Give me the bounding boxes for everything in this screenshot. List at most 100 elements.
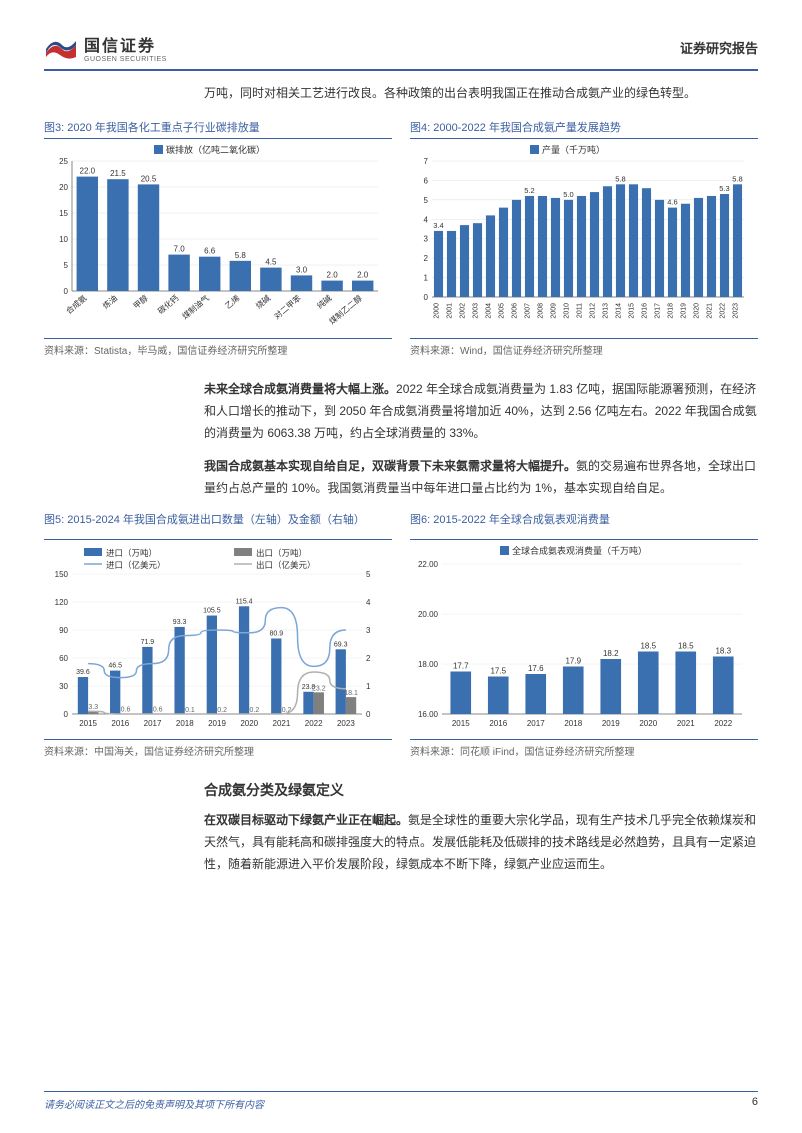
svg-text:2021: 2021 — [707, 303, 714, 319]
svg-text:22.00: 22.00 — [418, 560, 439, 569]
svg-text:20.00: 20.00 — [418, 610, 439, 619]
svg-text:乙烯: 乙烯 — [223, 293, 242, 311]
paragraph-2: 未来全球合成氨消费量将大幅上涨。2022 年全球合成氨消费量为 1.83 亿吨，… — [204, 379, 758, 444]
svg-text:3.3: 3.3 — [88, 704, 98, 711]
svg-text:纯碱: 纯碱 — [315, 293, 334, 311]
page-number: 6 — [752, 1096, 758, 1111]
chart5: 进口（万吨）出口（万吨）进口（亿美元）出口（亿美元）03060901201500… — [44, 544, 392, 734]
svg-text:0: 0 — [64, 287, 69, 296]
svg-text:23.2: 23.2 — [312, 686, 326, 693]
svg-text:18.3: 18.3 — [715, 647, 731, 656]
svg-text:7: 7 — [424, 157, 429, 166]
svg-text:2005: 2005 — [499, 303, 506, 319]
svg-text:7.0: 7.0 — [174, 245, 186, 254]
svg-text:4.5: 4.5 — [265, 258, 277, 267]
svg-text:5.8: 5.8 — [235, 251, 247, 260]
svg-text:2000: 2000 — [434, 303, 441, 319]
svg-text:5: 5 — [424, 196, 429, 205]
svg-text:2002: 2002 — [460, 303, 467, 319]
svg-text:17.7: 17.7 — [453, 662, 469, 671]
svg-text:4.6: 4.6 — [667, 198, 677, 207]
svg-text:出口（万吨）: 出口（万吨） — [256, 548, 307, 558]
svg-text:2011: 2011 — [577, 303, 584, 318]
svg-text:2023: 2023 — [337, 719, 355, 728]
svg-text:2016: 2016 — [642, 303, 649, 319]
svg-text:17.5: 17.5 — [490, 667, 506, 676]
brand-name-cn: 国信证券 — [84, 32, 167, 56]
svg-text:甲醇: 甲醇 — [131, 293, 150, 311]
svg-text:6: 6 — [424, 177, 429, 186]
svg-text:合成氨: 合成氨 — [64, 293, 89, 316]
svg-text:2016: 2016 — [489, 719, 507, 728]
chart3-title: 图3: 2020 年我国各化工重点子行业碳排放量 — [44, 119, 392, 139]
chart6-source: 资料来源：同花顺 iFind，国信证券经济研究所整理 — [410, 739, 758, 758]
brand-name-en: GUOSEN SECURITIES — [84, 56, 167, 63]
svg-text:25: 25 — [59, 157, 68, 166]
svg-text:39.6: 39.6 — [76, 669, 90, 676]
svg-text:2021: 2021 — [273, 719, 291, 728]
svg-text:2015: 2015 — [79, 719, 97, 728]
chart4-title: 图4: 2000-2022 年我国合成氨产量发展趋势 — [410, 119, 758, 139]
svg-text:全球合成氨表观消费量（千万吨）: 全球合成氨表观消费量（千万吨） — [512, 545, 647, 556]
page-header: 国信证券 GUOSEN SECURITIES 证券研究报告 — [44, 32, 758, 71]
svg-text:3: 3 — [366, 626, 371, 635]
svg-text:90: 90 — [59, 626, 68, 635]
svg-text:2020: 2020 — [694, 303, 701, 319]
section-heading: 合成氨分类及绿氨定义 — [204, 780, 758, 800]
svg-text:120: 120 — [55, 598, 69, 607]
svg-text:2: 2 — [366, 654, 371, 663]
svg-text:10: 10 — [59, 235, 68, 244]
svg-text:0: 0 — [64, 710, 69, 719]
svg-text:46.5: 46.5 — [108, 663, 122, 670]
svg-text:2023: 2023 — [733, 303, 740, 319]
svg-text:1: 1 — [424, 274, 429, 283]
svg-text:2017: 2017 — [655, 303, 662, 319]
svg-text:93.3: 93.3 — [173, 619, 187, 626]
svg-text:4: 4 — [366, 598, 371, 607]
svg-text:17.6: 17.6 — [528, 664, 544, 673]
svg-text:2008: 2008 — [538, 303, 545, 319]
svg-text:2013: 2013 — [603, 303, 610, 319]
svg-text:烧碱: 烧碱 — [254, 293, 273, 311]
svg-text:20: 20 — [59, 183, 68, 192]
svg-text:15: 15 — [59, 209, 68, 218]
svg-text:5.8: 5.8 — [615, 175, 625, 184]
svg-text:2018: 2018 — [564, 719, 582, 728]
svg-text:2020: 2020 — [639, 719, 657, 728]
page-footer: 请务必阅读正文之后的免责声明及其项下所有内容 6 — [44, 1091, 758, 1111]
svg-text:0.6: 0.6 — [153, 707, 163, 714]
para3-bold: 我国合成氨基本实现自给自足，双碳背景下未来氨需求量将大幅提升。 — [204, 459, 576, 473]
svg-text:2019: 2019 — [602, 719, 620, 728]
section-paragraph: 在双碳目标驱动下绿氨产业正在崛起。氨是全球性的重要大宗化学品，现有生产技术几乎完… — [204, 810, 758, 875]
svg-text:16.00: 16.00 — [418, 710, 439, 719]
svg-text:5.0: 5.0 — [563, 190, 573, 199]
svg-text:71.9: 71.9 — [141, 639, 155, 646]
svg-text:5: 5 — [64, 261, 69, 270]
svg-text:2014: 2014 — [616, 303, 623, 319]
svg-text:2022: 2022 — [305, 719, 323, 728]
report-type: 证券研究报告 — [680, 38, 758, 57]
logo-icon — [44, 35, 78, 61]
svg-text:2.0: 2.0 — [327, 271, 339, 280]
svg-text:煤制乙二醇: 煤制乙二醇 — [327, 293, 364, 326]
svg-text:2007: 2007 — [525, 303, 532, 319]
paragraph-3: 我国合成氨基本实现自给自足，双碳背景下未来氨需求量将大幅提升。氨的交易遍布世界各… — [204, 456, 758, 499]
svg-text:2003: 2003 — [473, 303, 480, 319]
svg-text:6.6: 6.6 — [204, 247, 216, 256]
svg-text:30: 30 — [59, 682, 68, 691]
svg-text:5.8: 5.8 — [732, 175, 742, 184]
svg-text:2012: 2012 — [590, 303, 597, 319]
svg-text:69.3: 69.3 — [334, 642, 348, 649]
chart5-source: 资料来源：中国海关，国信证券经济研究所整理 — [44, 739, 392, 758]
svg-text:2018: 2018 — [668, 303, 675, 319]
brand-logo: 国信证券 GUOSEN SECURITIES — [44, 32, 167, 63]
svg-text:150: 150 — [55, 570, 69, 579]
svg-text:2019: 2019 — [681, 303, 688, 319]
svg-text:22.0: 22.0 — [80, 167, 96, 176]
chart6-title: 图6: 2015-2022 年全球合成氨表观消费量 — [410, 511, 758, 540]
svg-text:20.5: 20.5 — [141, 175, 157, 184]
svg-text:2018: 2018 — [176, 719, 194, 728]
svg-text:21.5: 21.5 — [110, 170, 126, 179]
svg-text:18.1: 18.1 — [344, 690, 358, 697]
svg-text:80.9: 80.9 — [269, 631, 283, 638]
